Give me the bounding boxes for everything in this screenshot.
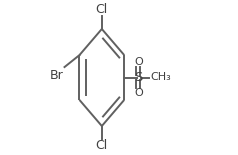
Text: Br: Br — [50, 69, 64, 82]
Text: CH₃: CH₃ — [150, 73, 171, 82]
Text: Cl: Cl — [96, 140, 108, 153]
Text: Cl: Cl — [96, 2, 108, 16]
Text: O: O — [134, 57, 143, 67]
Text: S: S — [134, 71, 143, 84]
Text: O: O — [134, 88, 143, 98]
